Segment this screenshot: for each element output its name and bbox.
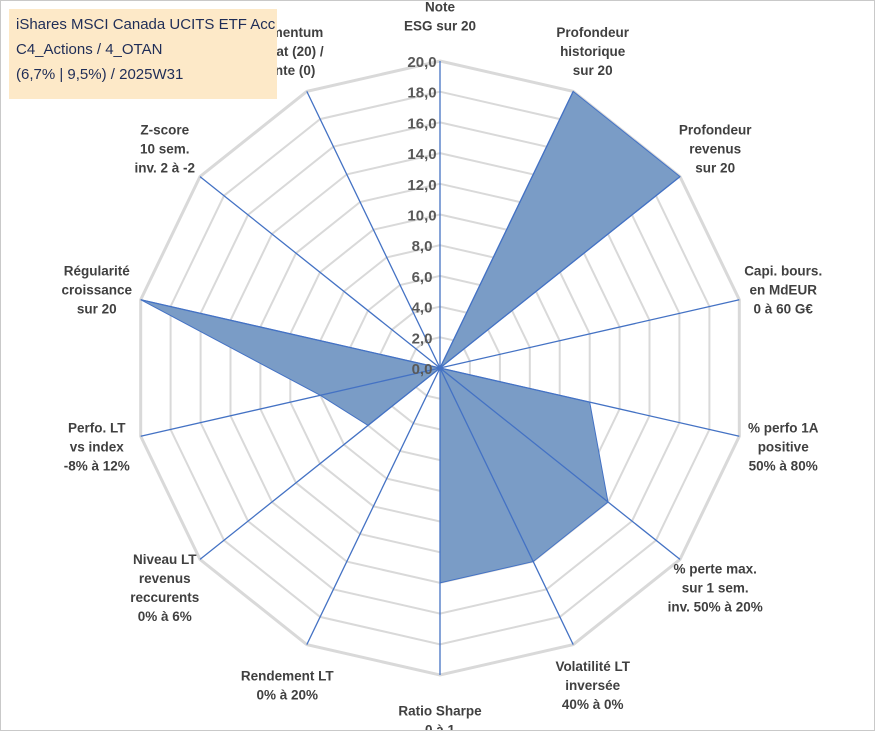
axis-spoke bbox=[439, 367, 574, 645]
axis-label: Perfo. LT vs index -8% à 12% bbox=[64, 420, 130, 473]
chart-title-line-1: iShares MSCI Canada UCITS ETF Acc bbox=[16, 16, 276, 33]
tick-label: 6,0 bbox=[412, 269, 433, 286]
tick-label: 12,0 bbox=[407, 177, 436, 194]
series-area bbox=[140, 90, 681, 584]
axis-label: Rendement LT 0% à 20% bbox=[241, 669, 335, 703]
axis-label: Volatilité LT inversée 40% à 0% bbox=[555, 659, 630, 712]
tick-label: 20,0 bbox=[407, 54, 436, 71]
axis-spoke bbox=[306, 367, 441, 645]
axis-label: Ratio Sharpe 0 à 1 bbox=[398, 704, 482, 731]
tick-label: 18,0 bbox=[407, 85, 436, 102]
axis-spoke bbox=[439, 299, 740, 369]
axis-label: Profondeur revenus sur 20 bbox=[679, 123, 752, 176]
axis-label: Profondeur historique sur 20 bbox=[556, 25, 629, 78]
axis-spoke bbox=[439, 176, 681, 369]
chart-title-line-2: C4_Actions / 4_OTAN bbox=[16, 41, 163, 58]
axis-label: % perfo 1A positive 50% à 80% bbox=[748, 420, 819, 473]
tick-label: 2,0 bbox=[412, 330, 433, 347]
tick-label: 10,0 bbox=[407, 208, 436, 225]
axis-label: % perte max. sur 1 sem. inv. 50% à 20% bbox=[668, 562, 763, 615]
axis-spoke bbox=[439, 91, 574, 369]
axis-spoke bbox=[140, 299, 441, 369]
axis-spoke bbox=[439, 367, 740, 437]
chart-title-line-3: (6,7% | 9,5%) / 2025W31 bbox=[16, 66, 184, 83]
axis-label: Note ESG sur 20 bbox=[404, 1, 476, 34]
tick-label: 4,0 bbox=[412, 300, 433, 317]
axis-label: Capi. bours. en MdEUR 0 à 60 G€ bbox=[744, 264, 822, 317]
axis-spoke bbox=[140, 367, 441, 437]
axis-labels: Note ESG sur 20 Profondeur historique sur 20… bbox=[62, 1, 823, 730]
tick-labels: 0,0 2,0 4,0 6,0 8,0 10,0 12,0 14,0 16,0 18,0 20,0 bbox=[407, 54, 436, 378]
chart-title-box: iShares MSCI Canada UCITS ETF Acc C4_Act… bbox=[9, 9, 277, 99]
axis-spoke bbox=[439, 367, 681, 560]
axis-label: Niveau LT revenus reccurents 0% à 6% bbox=[130, 552, 199, 624]
axis-spoke bbox=[199, 176, 441, 369]
tick-label: 16,0 bbox=[407, 115, 436, 132]
axis-spoke bbox=[199, 367, 441, 560]
axis-spoke bbox=[306, 91, 441, 369]
tick-label: 8,0 bbox=[412, 238, 433, 255]
tick-label: 14,0 bbox=[407, 146, 436, 163]
series-layer bbox=[140, 61, 740, 675]
tick-label: 0,0 bbox=[412, 361, 433, 378]
axis-label: Régularité croissance sur 20 bbox=[62, 264, 133, 317]
axis-label: Z-score 10 sem. inv. 2 à -2 bbox=[135, 123, 196, 176]
